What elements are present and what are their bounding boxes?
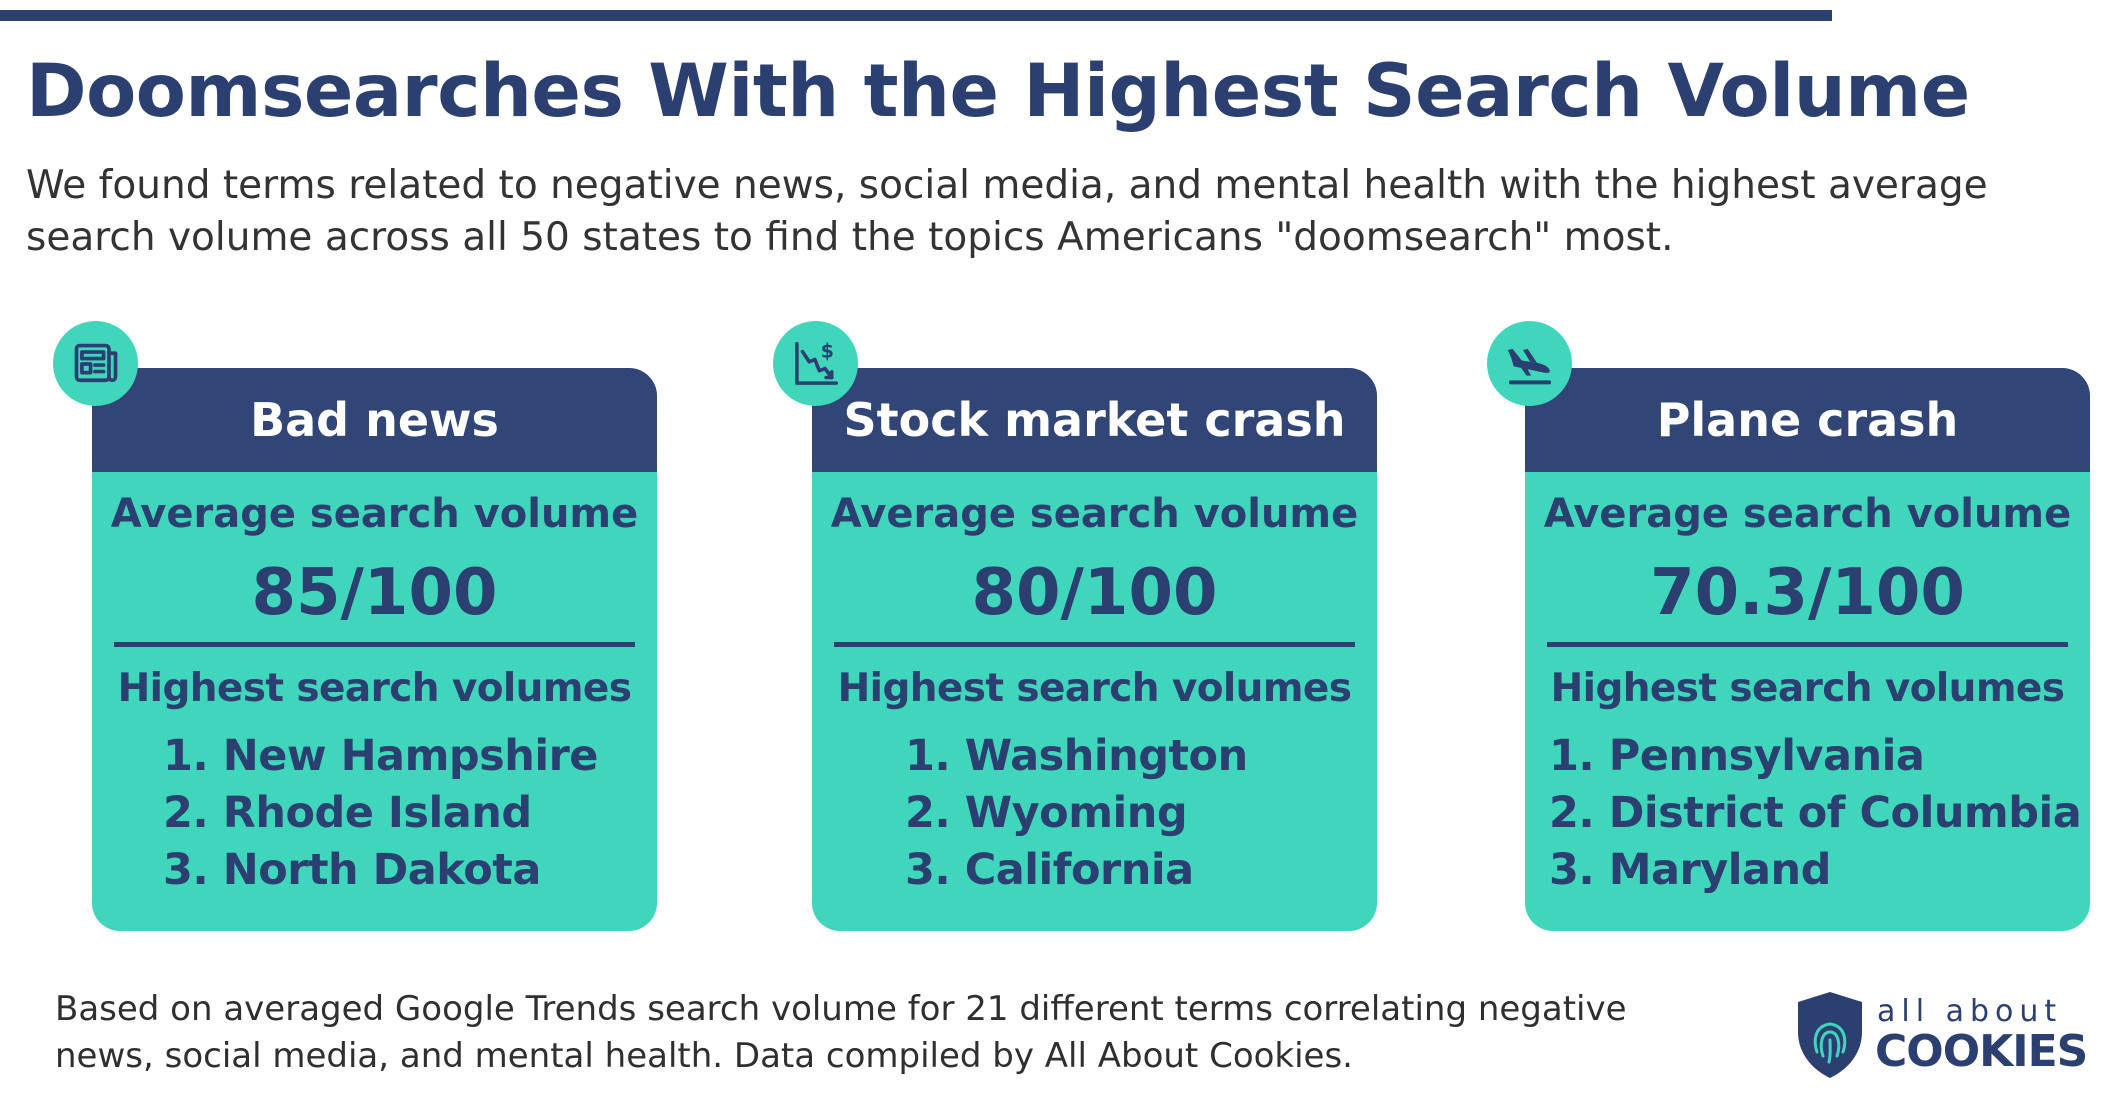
card-divider xyxy=(834,642,1355,647)
average-search-volume-label: Average search volume xyxy=(110,491,639,537)
list-item: 3. Maryland xyxy=(1549,845,1831,895)
average-search-volume-label: Average search volume xyxy=(830,491,1359,537)
state-ranking-list: 1. Pennsylvania 2. District of Columbia … xyxy=(1549,728,2082,899)
list-item: 2. Wyoming xyxy=(905,788,1188,838)
plane-landing-icon xyxy=(1487,321,1572,406)
card-title: Stock market crash xyxy=(843,393,1346,447)
state-ranking-list: 1. Washington 2. Wyoming 3. California xyxy=(905,728,1248,899)
top-rule xyxy=(0,10,1832,21)
list-item: 3. California xyxy=(905,845,1194,895)
all-about-cookies-logo: all about COOKIES xyxy=(1795,990,2095,1080)
newspaper-icon xyxy=(53,321,138,406)
list-item: 2. Rhode Island xyxy=(163,788,532,838)
card-title: Plane crash xyxy=(1656,393,1959,447)
card-divider xyxy=(114,642,635,647)
card-divider xyxy=(1547,642,2068,647)
card-plane-crash: Plane crash Average search volume 70.3/1… xyxy=(1525,368,2090,931)
shield-fingerprint-icon xyxy=(1798,992,1862,1078)
card-stock-market-crash: Stock market crash Average search volume… xyxy=(812,368,1377,931)
average-search-volume-value: 80/100 xyxy=(971,556,1218,630)
logo-text-bottom: COOKIES xyxy=(1875,1026,2088,1077)
page-title: Doomsearches With the Highest Search Vol… xyxy=(26,49,1970,134)
logo-text-top: all about xyxy=(1877,994,2063,1029)
average-search-volume-value: 70.3/100 xyxy=(1650,556,1965,630)
average-search-volume-label: Average search volume xyxy=(1543,491,2072,537)
page-subtitle: We found terms related to negative news,… xyxy=(26,163,1988,260)
state-ranking-list: 1. New Hampshire 2. Rhode Island 3. Nort… xyxy=(163,728,598,899)
highest-search-volumes-label: Highest search volumes xyxy=(1550,666,2065,711)
list-item: 1. Washington xyxy=(905,731,1248,781)
card-title: Bad news xyxy=(250,393,499,447)
highest-search-volumes-label: Highest search volumes xyxy=(117,666,632,711)
svg-text:$: $ xyxy=(820,339,833,362)
list-item: 1. New Hampshire xyxy=(163,731,598,781)
highest-search-volumes-label: Highest search volumes xyxy=(837,666,1352,711)
card-header: Bad news xyxy=(92,368,657,472)
list-item: 1. Pennsylvania xyxy=(1549,731,1925,781)
source-footnote: Based on averaged Google Trends search v… xyxy=(55,989,1627,1076)
card-header: Plane crash xyxy=(1525,368,2090,472)
list-item: 2. District of Columbia xyxy=(1549,788,2082,838)
average-search-volume-value: 85/100 xyxy=(251,556,498,630)
card-bad-news: Bad news Average search volume 85/100 Hi… xyxy=(92,368,657,931)
card-header: Stock market crash xyxy=(812,368,1377,472)
list-item: 3. North Dakota xyxy=(163,845,541,895)
stock-decline-dollar-icon: $ xyxy=(773,321,858,406)
